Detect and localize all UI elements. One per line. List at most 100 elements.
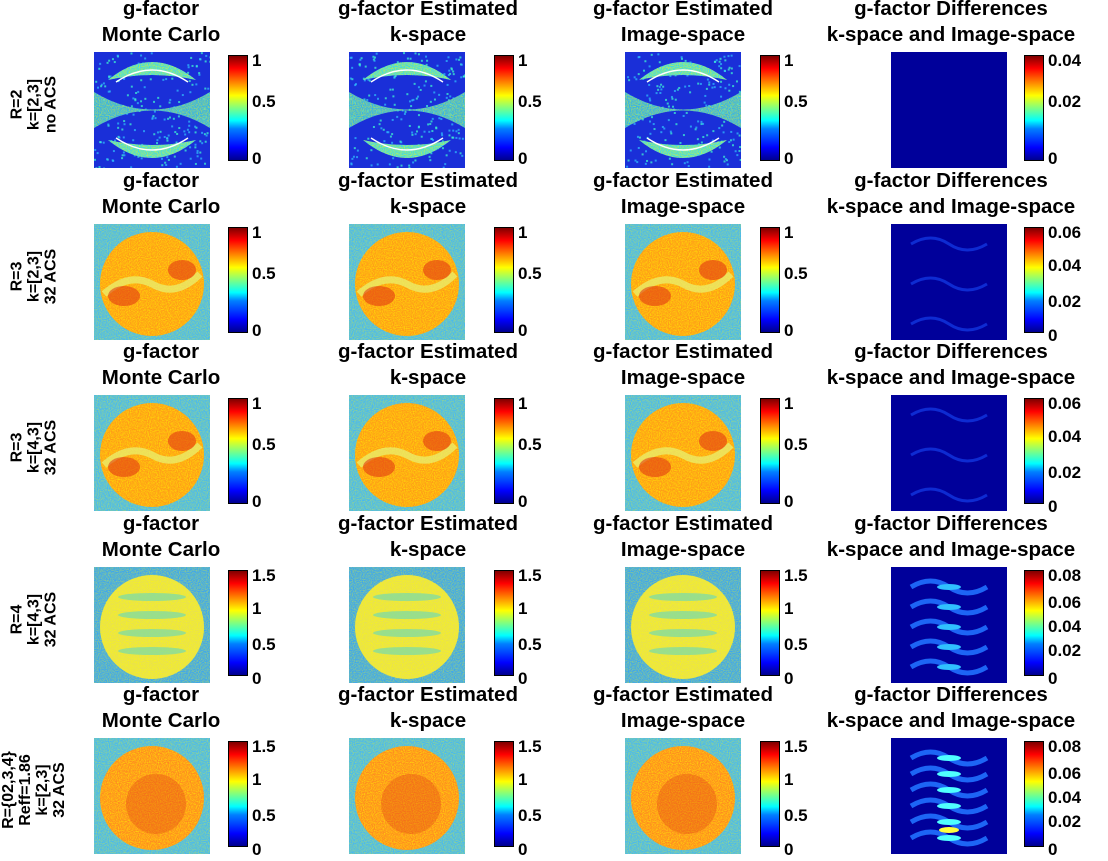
row-label-line: no ACS [42,75,60,133]
colorbar-tick-label: 0.5 [252,435,276,454]
colorbar [494,741,514,847]
g-factor-map-image [94,52,210,168]
g-factor-map [94,224,210,340]
row-label-line: k=[2,3] [34,764,51,816]
row-label-line: R={02,3,4} [0,751,17,829]
colorbar [1024,227,1044,333]
panel-title-sub: Image-space [620,709,746,732]
difference-map [891,567,1007,683]
colorbar [228,741,248,847]
row-label-line: R=2 [8,89,26,119]
panel-title: g-factor Estimated Image-space [533,339,833,391]
panel-title-main: g-factor Estimated [338,0,518,20]
panel-title: g-factor Estimated Image-space [533,0,833,48]
panel-title: g-factor Monte Carlo [11,0,311,48]
panel-title-sub: k-space and Image-space [826,709,1076,732]
g-factor-map [94,52,210,168]
colorbar-tick-label: 0 [252,149,262,168]
row-label-line: R=3 [8,261,26,291]
colorbar-tick-label: 1.5 [252,737,276,756]
row-label-line: 32 ACS [42,591,60,647]
colorbar [228,55,248,161]
panel-title: g-factor Estimated k-space [278,339,578,391]
row-label-line: k=[2,3] [25,78,43,130]
g-factor-map-image [349,738,465,854]
panel-title-main: g-factor Estimated [593,169,773,192]
colorbar-tick-label: 1.5 [784,737,808,756]
row-label-line: 32 ACS [42,248,60,304]
difference-map-image [891,738,1007,854]
colorbar-tick-label: 0 [784,149,794,168]
colorbar-tick-label: 1 [518,223,528,242]
colorbar-tick-label: 0 [1048,149,1058,168]
g-factor-map [625,567,741,683]
panel-title-main: g-factor Estimated [593,512,773,535]
panel-title-main: g-factor Estimated [338,340,518,363]
panel-title: g-factor Estimated k-space [278,682,578,734]
colorbar-tick-label: 0.5 [784,264,808,283]
colorbar-tick-label: 0.5 [784,435,808,454]
row-label-line: R=3 [8,432,26,462]
g-factor-map-image [625,224,741,340]
panel-title-sub: k-space and Image-space [826,195,1076,218]
panel-title-sub: Image-space [620,366,746,389]
panel-title-main: g-factor [122,169,200,192]
colorbar-tick-label: 0.5 [518,635,542,654]
difference-map-image [891,52,1007,168]
colorbar-tick-label: 1 [784,770,794,789]
colorbar-tick-label: 0.5 [252,92,276,111]
colorbar [494,398,514,504]
panel-title: g-factor Estimated k-space [278,0,578,48]
g-factor-map-image [625,738,741,854]
colorbar [1024,570,1044,676]
panel-title-main: g-factor Estimated [593,683,773,706]
g-factor-map [349,395,465,511]
colorbar-tick-label: 0.06 [1048,593,1082,612]
panel-title: g-factor Estimated k-space [278,168,578,220]
colorbar-tick-label: 0 [518,149,528,168]
colorbar [494,227,514,333]
panel-title: g-factor Estimated Image-space [533,682,833,734]
colorbar-tick-label: 0 [518,321,528,340]
colorbar-tick-label: 1 [784,599,794,618]
colorbar-tick-label: 0 [1048,497,1058,516]
g-factor-map-image [349,52,465,168]
colorbar-tick-label: 0 [252,840,262,859]
colorbar-tick-label: 1 [252,770,262,789]
panel-title: g-factor Differences k-space and Image-sp… [801,339,1101,391]
colorbar-tick-label: 0.04 [1048,788,1082,807]
colorbar-tick-label: 1 [518,51,528,70]
g-factor-map [625,52,741,168]
panel-title: g-factor Estimated Image-space [533,511,833,563]
panel-title-main: g-factor Estimated [593,340,773,363]
colorbar-tick-label: 0.04 [1048,427,1082,446]
colorbar-tick-label: 0.02 [1048,641,1082,660]
panel-title: g-factor Differences k-space and Image-sp… [801,682,1101,734]
colorbar-tick-label: 1 [252,394,262,413]
colorbar [1024,398,1044,504]
g-factor-map [349,738,465,854]
row-label-line: k=[4,3] [25,593,43,645]
row-label: R=2 k=[2,3] no ACS [9,34,60,174]
colorbar-tick-label: 1.5 [518,566,542,585]
panel-title-sub: k-space [389,366,467,389]
colorbar-tick-label: 1 [784,394,794,413]
panel-title-sub: k-space and Image-space [826,538,1076,561]
colorbar-tick-label: 0 [252,492,262,511]
colorbar-tick-label: 1 [518,770,528,789]
colorbar [1024,55,1044,161]
panel-title-main: g-factor [122,512,200,535]
panel-title: g-factor Monte Carlo [11,339,311,391]
colorbar-tick-label: 1 [784,51,794,70]
colorbar-tick-label: 1.5 [518,737,542,756]
row-label: R=3 k=[2,3] 32 ACS [9,206,60,346]
colorbar-tick-label: 0 [784,840,794,859]
colorbar-tick-label: 1 [252,51,262,70]
colorbar [760,570,780,676]
colorbar-tick-label: 1.5 [784,566,808,585]
colorbar-tick-label: 0.04 [1048,51,1082,70]
colorbar [228,227,248,333]
colorbar-tick-label: 1 [784,223,794,242]
panel-title: g-factor Differences k-space and Image-sp… [801,0,1101,48]
colorbar [228,570,248,676]
